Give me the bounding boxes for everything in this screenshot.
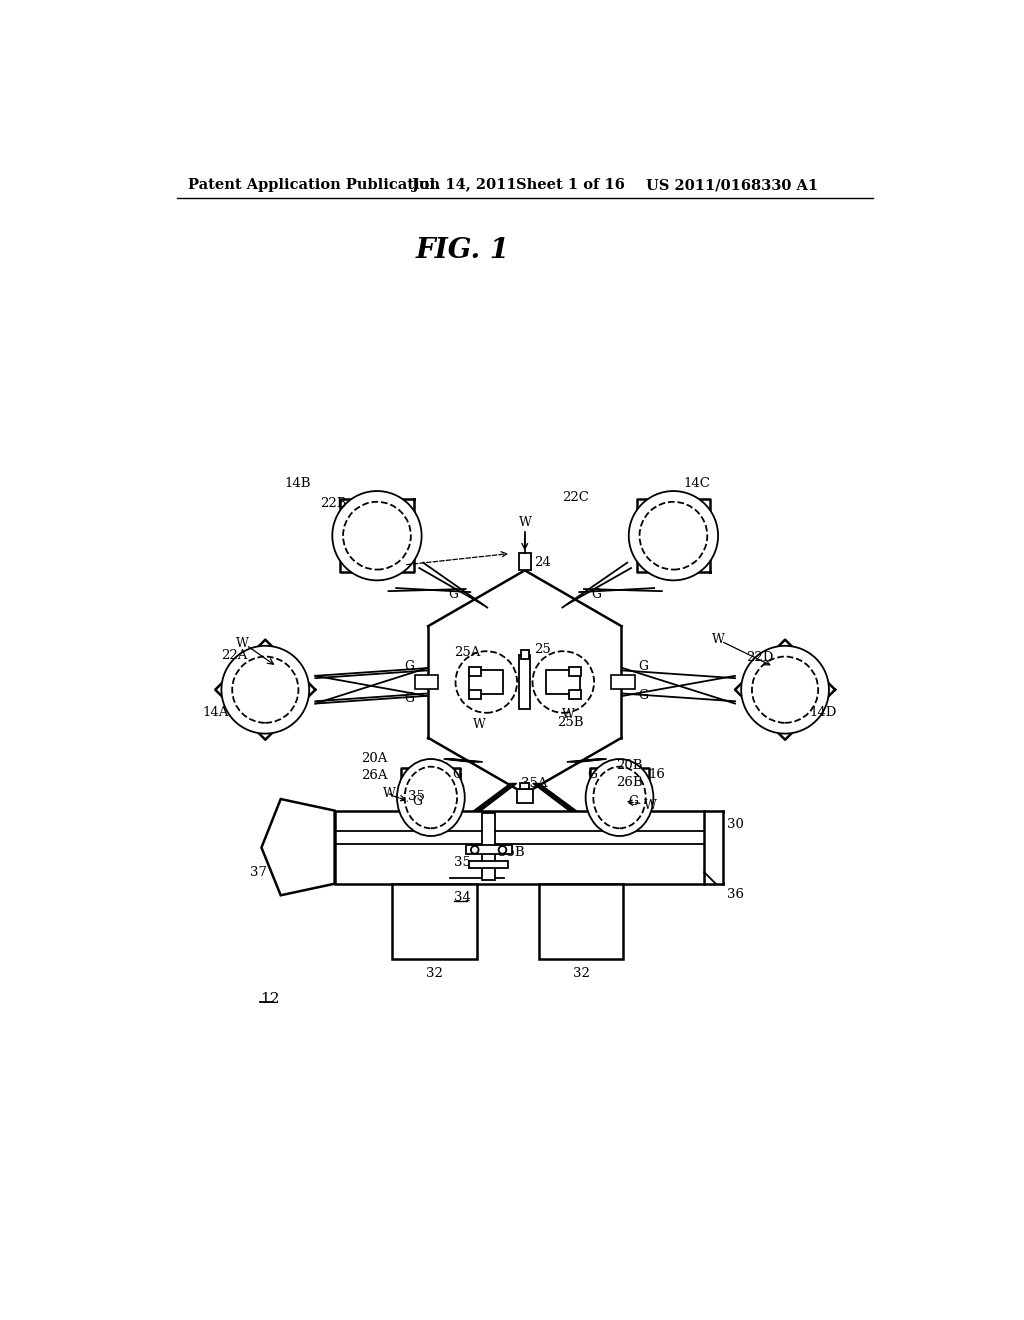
Text: 14D: 14D: [810, 706, 837, 719]
Text: 32: 32: [426, 966, 443, 979]
Text: 16: 16: [648, 768, 665, 781]
Text: 24: 24: [535, 556, 551, 569]
Text: 35A: 35A: [521, 777, 548, 791]
Circle shape: [741, 645, 829, 734]
Bar: [392, 884, 477, 960]
Text: FIG. 1: FIG. 1: [416, 238, 510, 264]
Text: US 2011/0168330 A1: US 2011/0168330 A1: [646, 178, 818, 193]
Circle shape: [471, 846, 478, 854]
Polygon shape: [735, 640, 836, 739]
Bar: [521, 649, 528, 659]
Text: 34: 34: [454, 891, 471, 904]
Circle shape: [456, 651, 517, 713]
Bar: [469, 689, 481, 700]
Text: 20A: 20A: [361, 752, 388, 766]
Polygon shape: [261, 799, 335, 895]
Text: W: W: [562, 708, 574, 721]
Text: 14A: 14A: [202, 706, 228, 719]
Bar: [518, 553, 531, 570]
Text: W: W: [383, 787, 396, 800]
Circle shape: [221, 645, 309, 734]
Text: 25: 25: [535, 643, 551, 656]
Text: G: G: [591, 587, 601, 601]
Circle shape: [752, 656, 818, 723]
Text: 12: 12: [260, 993, 280, 1006]
Text: 35B: 35B: [498, 846, 524, 859]
Circle shape: [232, 656, 298, 723]
Text: G: G: [638, 689, 648, 702]
Text: G: G: [403, 660, 414, 673]
Bar: [469, 861, 508, 869]
Polygon shape: [340, 499, 414, 573]
Text: 22B: 22B: [319, 496, 346, 510]
Circle shape: [629, 491, 718, 581]
Ellipse shape: [593, 767, 646, 829]
Text: 14C: 14C: [683, 477, 711, 490]
Bar: [469, 671, 503, 693]
Bar: [569, 689, 581, 700]
Text: 25B: 25B: [557, 715, 584, 729]
Bar: [415, 675, 438, 689]
Text: Patent Application Publication: Patent Application Publication: [188, 178, 440, 193]
Text: 35: 35: [454, 855, 471, 869]
Text: 36: 36: [727, 888, 744, 902]
Bar: [539, 884, 624, 960]
Bar: [482, 813, 495, 880]
Text: G: G: [449, 587, 459, 601]
Text: 30: 30: [727, 818, 744, 832]
Bar: [520, 783, 529, 789]
Text: 32: 32: [572, 966, 590, 979]
Text: G: G: [629, 795, 638, 808]
Bar: [469, 667, 481, 676]
Text: 14B: 14B: [285, 477, 311, 490]
Bar: [335, 810, 705, 884]
Text: Sheet 1 of 16: Sheet 1 of 16: [515, 178, 625, 193]
Circle shape: [499, 846, 506, 854]
Text: 22D: 22D: [746, 651, 774, 664]
Text: G: G: [403, 693, 414, 705]
Polygon shape: [637, 499, 711, 573]
Ellipse shape: [397, 759, 465, 836]
Ellipse shape: [586, 759, 653, 836]
Polygon shape: [590, 768, 649, 826]
Bar: [466, 845, 512, 854]
Circle shape: [532, 651, 594, 713]
Bar: [611, 675, 635, 689]
Circle shape: [333, 491, 422, 581]
Text: 25A: 25A: [454, 647, 480, 659]
Text: W: W: [712, 634, 725, 647]
Text: 22A: 22A: [221, 648, 248, 661]
Text: G: G: [638, 660, 648, 673]
Text: G: G: [412, 795, 422, 808]
Circle shape: [640, 502, 708, 570]
Text: 20B: 20B: [615, 759, 642, 772]
Polygon shape: [401, 768, 460, 826]
Text: G: G: [453, 768, 462, 781]
Bar: [547, 671, 581, 693]
Bar: [517, 789, 532, 803]
Text: W: W: [237, 638, 249, 649]
Text: 37: 37: [250, 866, 267, 879]
Circle shape: [343, 502, 411, 570]
Text: Jul. 14, 2011: Jul. 14, 2011: [412, 178, 516, 193]
Text: G: G: [588, 768, 597, 781]
Text: W: W: [644, 799, 657, 812]
Text: 26A: 26A: [361, 770, 388, 783]
Text: W: W: [472, 718, 485, 731]
Bar: [569, 667, 581, 676]
Text: 35: 35: [408, 791, 425, 804]
Text: 22C: 22C: [562, 491, 589, 504]
Text: 26B: 26B: [615, 776, 642, 788]
Ellipse shape: [404, 767, 457, 829]
Polygon shape: [215, 640, 315, 739]
Bar: [519, 655, 530, 709]
Text: W: W: [518, 516, 531, 529]
